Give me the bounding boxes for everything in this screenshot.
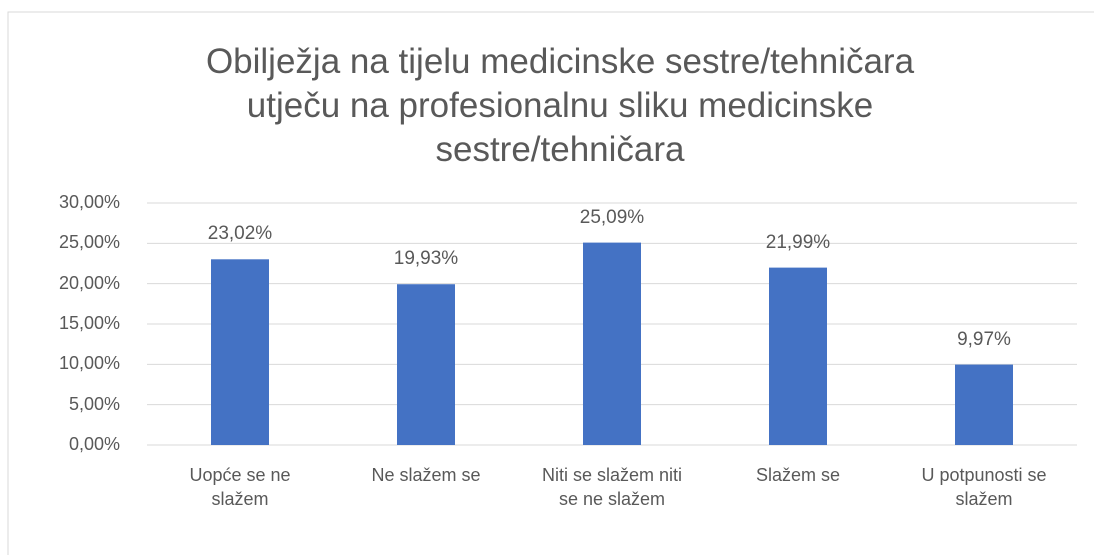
data-label: 21,99%	[765, 231, 831, 253]
chart-border	[7, 11, 1094, 555]
y-tick-label: 10,00%	[58, 353, 120, 374]
data-label: 25,09%	[579, 206, 645, 228]
y-tick-label: 15,00%	[58, 313, 120, 333]
data-label: 19,93%	[393, 248, 459, 270]
data-label: 9,97%	[957, 328, 1011, 350]
bar	[583, 242, 641, 445]
x-tick-label: Slažem se	[755, 465, 841, 485]
chart-title: Obilježja na tijelu medicinske sestre/te…	[205, 42, 915, 169]
bar	[211, 259, 269, 445]
bar	[397, 284, 455, 445]
x-tick-label: Niti se slažem niti se ne slažem	[541, 465, 683, 509]
y-tick-label: 20,00%	[58, 272, 120, 293]
y-tick-label: 30,00%	[58, 192, 120, 212]
y-tick-label: 25,00%	[58, 232, 120, 253]
bar	[955, 364, 1013, 445]
x-tick-label: Ne slažem se	[371, 465, 481, 485]
bar	[769, 267, 827, 445]
x-tick-label: Uopće se ne slažem	[189, 465, 291, 509]
data-label: 23,02%	[207, 223, 273, 245]
x-tick-label: U potpunosti se slažem	[921, 465, 1047, 509]
y-tick-label: 5,00%	[68, 393, 120, 414]
y-tick-label: 0,00%	[68, 434, 120, 454]
